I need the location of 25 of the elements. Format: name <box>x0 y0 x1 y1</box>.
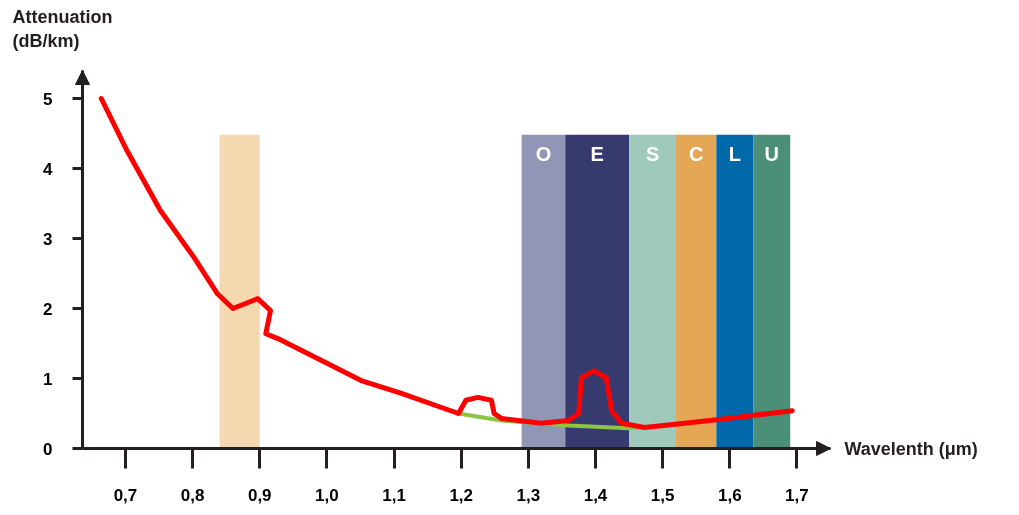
x-tick-label: 1,2 <box>449 485 474 505</box>
band-label: L <box>728 142 741 165</box>
x-tick-label: 0,7 <box>113 485 138 505</box>
x-tick-label: 1,5 <box>650 485 675 505</box>
y-axis-title: Attenuation (dB/km) <box>12 6 113 51</box>
y-tick-label: 3 <box>43 229 53 249</box>
x-tick-label: 0,8 <box>180 485 205 505</box>
band-label: C <box>688 142 704 165</box>
y-tick-label: 4 <box>43 159 54 179</box>
x-tick-label: 0,9 <box>247 485 272 505</box>
x-tick-label: 1,0 <box>315 485 339 505</box>
band-label: S <box>645 142 660 165</box>
band-label: U <box>764 142 779 165</box>
y-tick-label: 5 <box>43 89 53 109</box>
x-tick-label: 1,1 <box>382 485 406 505</box>
y-tick-label: 1 <box>43 369 53 389</box>
band-label: O <box>535 142 552 165</box>
x-axis-title: Wavelenth (μm) <box>844 438 978 459</box>
x-tick-label: 1,7 <box>785 485 809 505</box>
x-tick-label: 1,3 <box>516 485 541 505</box>
y-tick-label: 0 <box>43 439 53 459</box>
band-label: E <box>590 142 604 165</box>
x-tick-label: 1,6 <box>717 485 742 505</box>
y-tick-label: 2 <box>43 299 53 319</box>
x-tick-label: 1,4 <box>583 485 608 505</box>
